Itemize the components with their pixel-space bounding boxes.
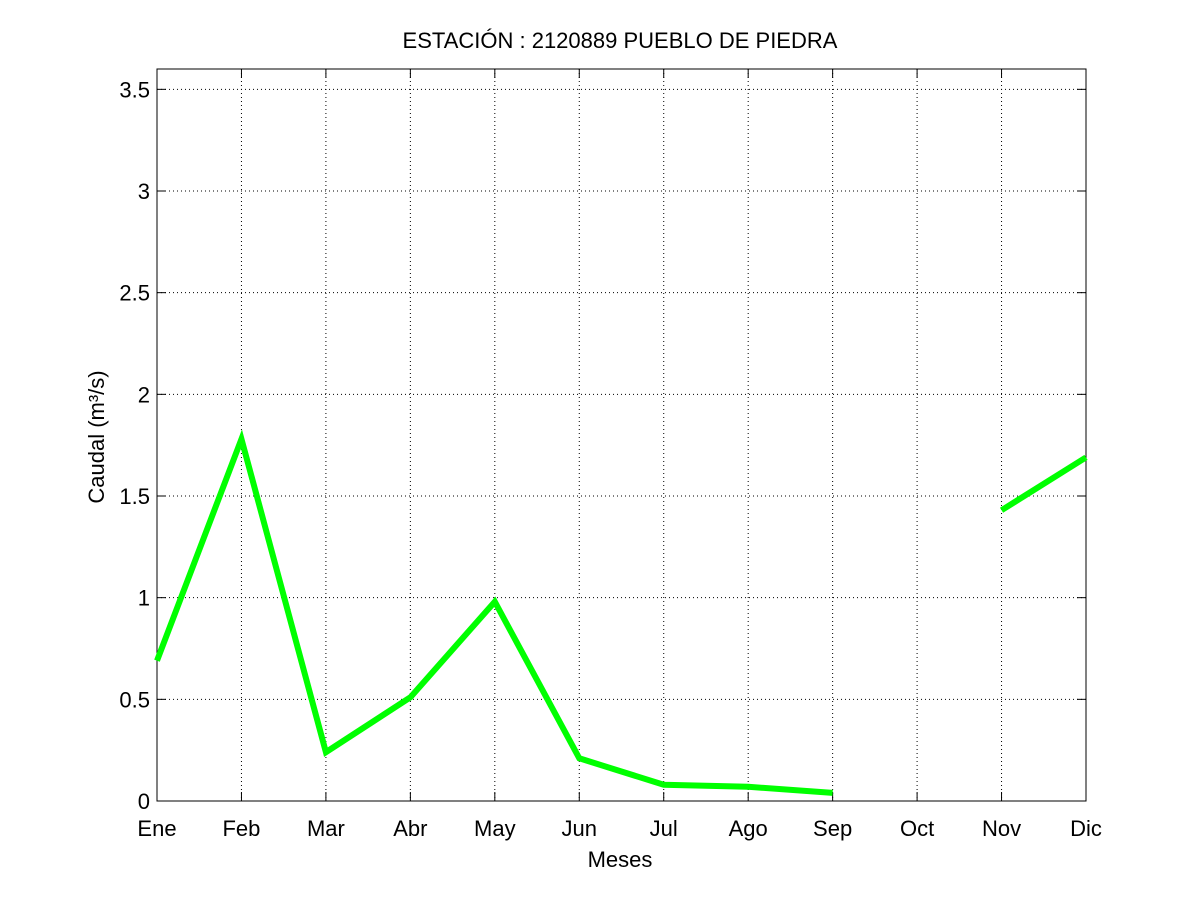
x-tick-label: Ago bbox=[729, 816, 768, 841]
x-tick-label: Jul bbox=[650, 816, 678, 841]
x-axis-title: Meses bbox=[588, 847, 653, 872]
x-tick-label: Sep bbox=[813, 816, 852, 841]
x-tick-label: Abr bbox=[393, 816, 427, 841]
chart-title: ESTACIÓN : 2120889 PUEBLO DE PIEDRA bbox=[403, 28, 838, 53]
x-tick-label: Oct bbox=[900, 816, 934, 841]
y-tick-label: 2.5 bbox=[119, 281, 150, 306]
y-tick-label: 3.5 bbox=[119, 77, 150, 102]
x-tick-label: Jun bbox=[562, 816, 597, 841]
y-tick-label: 1.5 bbox=[119, 484, 150, 509]
y-axis-tick-labels: 0 0.5 1 1.5 2 2.5 3 3.5 bbox=[119, 77, 150, 814]
series-line bbox=[1002, 457, 1086, 510]
grid-lines bbox=[157, 69, 1086, 801]
plot-area-frame bbox=[157, 69, 1086, 801]
y-tick-label: 0 bbox=[138, 789, 150, 814]
x-tick-label: Feb bbox=[222, 816, 260, 841]
x-tick-label: May bbox=[474, 816, 516, 841]
x-tick-label: Nov bbox=[982, 816, 1021, 841]
x-tick-label: Ene bbox=[137, 816, 176, 841]
series-layer bbox=[157, 439, 1086, 793]
x-axis-tick-labels: Ene Feb Mar Abr May Jun Jul Ago Sep Oct Nov Dic bbox=[137, 816, 1101, 841]
x-tick-label: Dic bbox=[1070, 816, 1102, 841]
y-tick-label: 0.5 bbox=[119, 687, 150, 712]
y-tick-label: 1 bbox=[138, 586, 150, 611]
y-tick-label: 3 bbox=[138, 179, 150, 204]
axis-ticks bbox=[157, 69, 1086, 801]
y-axis-title: Caudal (m³/s) bbox=[84, 370, 109, 503]
x-tick-label: Mar bbox=[307, 816, 345, 841]
series-line bbox=[157, 439, 833, 793]
y-tick-label: 2 bbox=[138, 382, 150, 407]
